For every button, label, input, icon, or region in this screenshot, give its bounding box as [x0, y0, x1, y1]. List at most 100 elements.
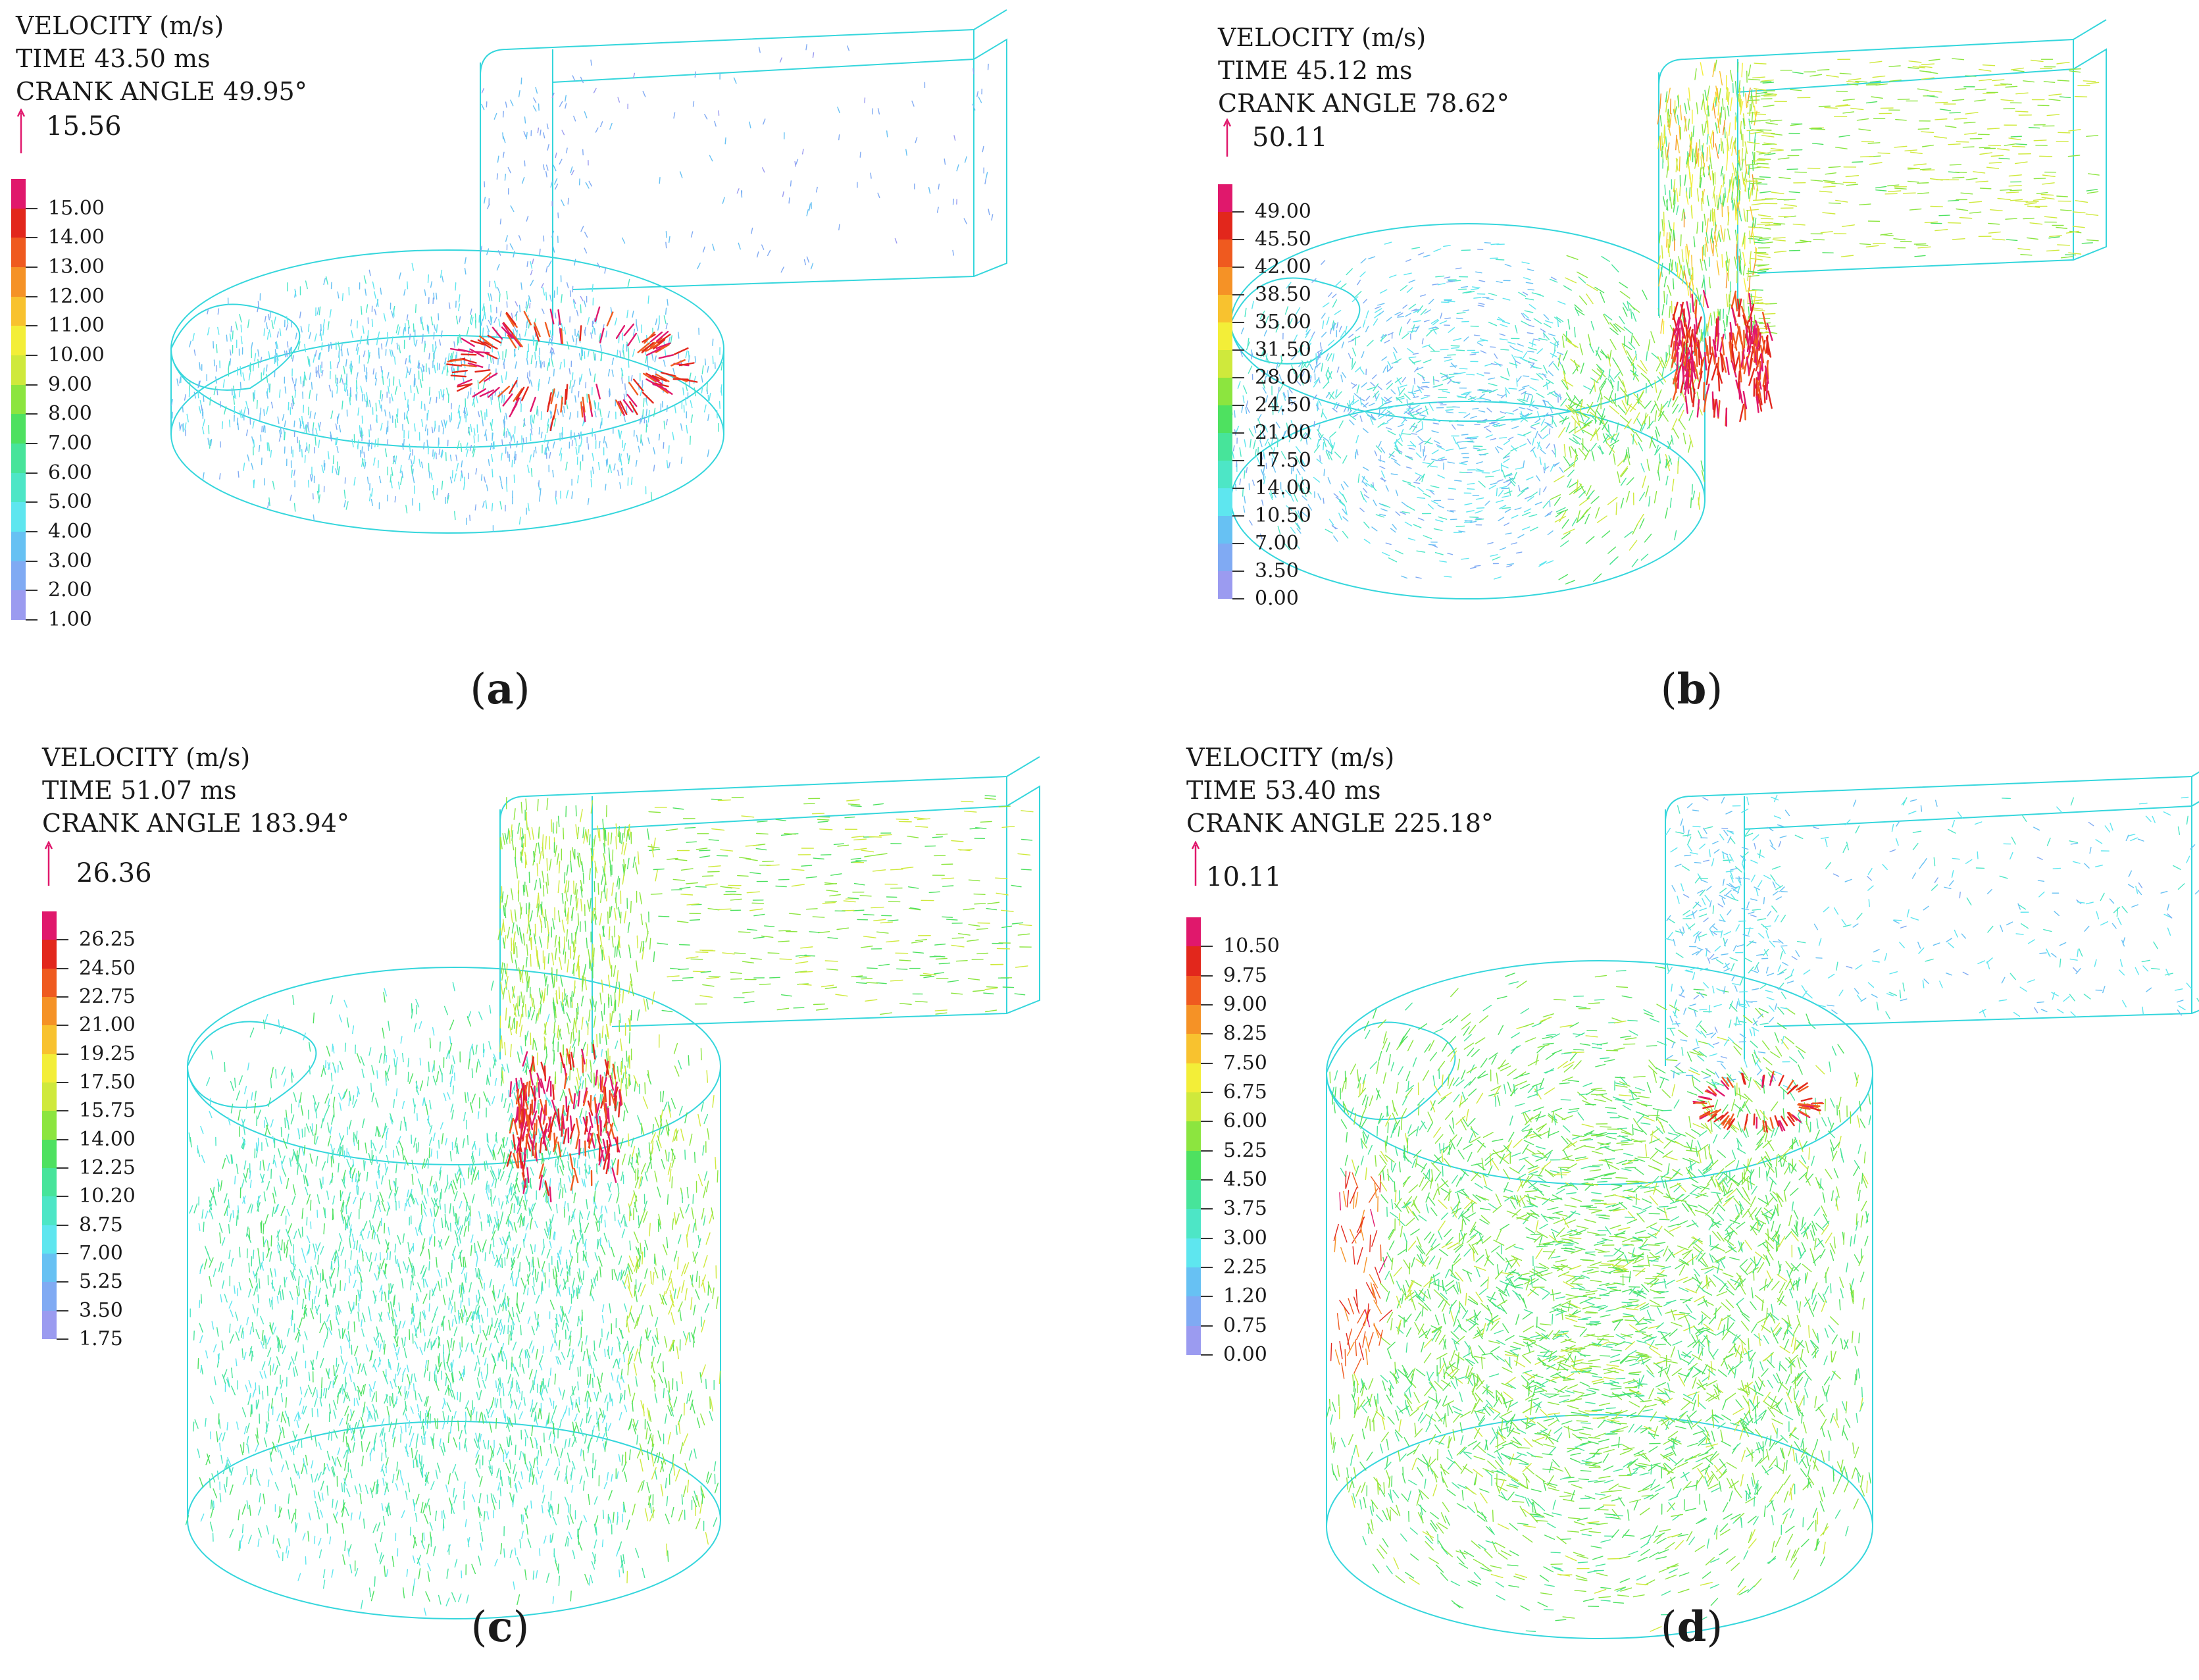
velocity-vector — [460, 472, 463, 482]
velocity-vector — [594, 1539, 597, 1549]
velocity-vector — [513, 348, 516, 357]
velocity-vector — [1734, 137, 1736, 150]
velocity-vector — [2038, 155, 2053, 157]
velocity-vector — [707, 413, 710, 421]
velocity-vector — [1760, 353, 1763, 372]
velocity-vector — [1698, 497, 1700, 510]
velocity-vector — [421, 321, 424, 330]
velocity-vector — [1828, 166, 1841, 168]
velocity-vector — [1420, 309, 1427, 316]
velocity-vector — [482, 327, 484, 336]
velocity-vector — [618, 430, 620, 439]
velocity-vector — [1448, 420, 1459, 422]
velocity-vector — [1465, 291, 1475, 293]
velocity-vector — [593, 318, 595, 324]
velocity-vector — [1627, 395, 1629, 406]
velocity-vector — [1556, 507, 1566, 513]
velocity-vector — [1688, 134, 1692, 149]
velocity-vector — [1286, 282, 1292, 289]
velocity-vector — [1632, 392, 1642, 403]
velocity-vector — [645, 354, 647, 364]
velocity-vector — [482, 419, 484, 426]
velocity-vector — [407, 281, 409, 290]
velocity-vector — [475, 395, 478, 403]
velocity-vector — [480, 245, 482, 253]
velocity-vector — [1687, 118, 1690, 131]
velocity-vector — [1521, 313, 1525, 318]
velocity-vector — [1508, 388, 1517, 390]
velocity-vector — [547, 376, 551, 384]
velocity-vector — [1527, 438, 1531, 445]
velocity-vector — [545, 447, 547, 455]
velocity-vector — [1492, 469, 1500, 473]
velocity-vector — [1400, 285, 1408, 292]
velocity-vector — [560, 1001, 564, 1011]
velocity-vector — [559, 1314, 562, 1322]
velocity-vector — [1321, 408, 1324, 418]
velocity-vector — [1706, 345, 1710, 364]
velocity-vector — [1706, 134, 1709, 145]
velocity-vector — [1530, 446, 1536, 452]
velocity-vector — [291, 469, 293, 478]
velocity-vector — [398, 1140, 404, 1151]
velocity-vector — [607, 464, 611, 473]
velocity-vector — [538, 480, 540, 487]
velocity-vector — [1622, 307, 1628, 317]
velocity-vector — [338, 424, 341, 433]
velocity-vector — [268, 329, 272, 338]
velocity-vector — [202, 472, 205, 480]
velocity-vector — [1373, 390, 1379, 398]
velocity-vector — [1609, 396, 1617, 407]
legend-tick — [26, 384, 38, 386]
velocity-vector — [1396, 377, 1402, 385]
velocity-vector — [1356, 384, 1360, 394]
velocity-vector — [305, 280, 308, 290]
velocity-vector — [1627, 447, 1630, 459]
runner-top-outline — [499, 756, 1040, 823]
velocity-vector — [1466, 510, 1475, 513]
velocity-vector — [669, 1290, 674, 1303]
velocity-vector — [701, 386, 703, 394]
velocity-vector — [1990, 155, 2004, 157]
velocity-vector — [1654, 410, 1657, 422]
velocity-vector — [1496, 416, 1505, 420]
velocity-vector — [1525, 496, 1531, 499]
velocity-vector — [553, 165, 557, 172]
velocity-vector — [1567, 478, 1572, 488]
velocity-vector — [486, 484, 488, 492]
velocity-vector — [1747, 270, 1759, 273]
velocity-vector — [541, 283, 544, 289]
velocity-vector — [566, 282, 569, 289]
velocity-vector — [1646, 459, 1650, 471]
velocity-vector — [1527, 408, 1533, 411]
velocity-vector — [1325, 367, 1329, 376]
velocity-vector — [584, 247, 588, 254]
velocity-vector — [1348, 334, 1354, 338]
velocity-vector — [1688, 282, 1692, 298]
velocity-vector — [470, 1244, 472, 1256]
velocity-vector — [1446, 510, 1454, 513]
velocity-vector — [1947, 222, 1961, 224]
velocity-vector — [1620, 477, 1627, 486]
velocity-vector — [1614, 370, 1621, 379]
velocity-vector — [1650, 403, 1656, 414]
velocity-vector — [329, 309, 332, 318]
velocity-vector — [1278, 374, 1282, 381]
velocity-vector — [518, 89, 520, 97]
velocity-vector — [420, 401, 422, 409]
velocity-vector — [461, 358, 477, 364]
legend-label: 7.00 — [1255, 532, 1299, 555]
velocity-vector — [594, 400, 596, 409]
velocity-vector — [1250, 349, 1253, 357]
velocity-vector — [315, 350, 317, 357]
velocity-vector — [650, 492, 653, 501]
velocity-vector — [365, 367, 368, 375]
velocity-vector — [1753, 113, 1767, 115]
velocity-vector — [1714, 59, 1717, 72]
velocity-vector — [1580, 509, 1588, 520]
velocity-vector — [1477, 372, 1484, 376]
velocity-vector — [491, 453, 493, 462]
velocity-vector — [609, 465, 612, 473]
velocity-vector — [1727, 91, 1730, 105]
velocity-vector — [847, 45, 850, 51]
